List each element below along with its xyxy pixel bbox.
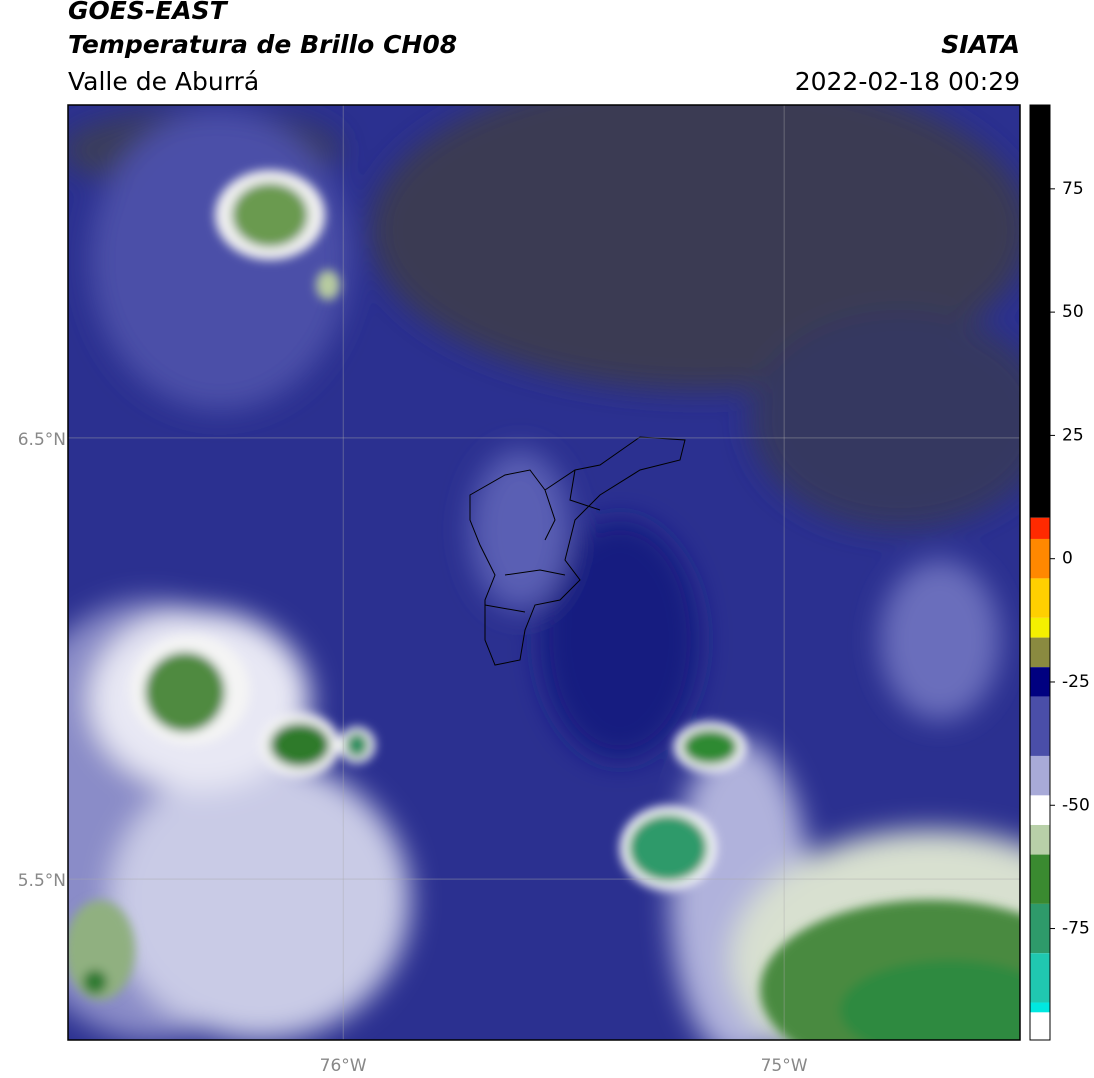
colorbar-band [1030, 755, 1050, 796]
colorbar-band [1030, 538, 1050, 579]
colorbar-tick-label: -25 [1062, 672, 1090, 692]
colorbar-band [1030, 824, 1050, 855]
colorbar-tick-label: 75 [1062, 179, 1084, 199]
colorbar-band [1030, 903, 1050, 954]
colorbar-band [1030, 1012, 1050, 1040]
colorbar-band [1030, 953, 1050, 1003]
colorbar-band [1030, 854, 1050, 904]
colorbar-band [1030, 637, 1050, 668]
colorbar-tick-label: 50 [1062, 302, 1084, 322]
lon-label: 75°W [761, 1056, 808, 1076]
colorbar-band [1030, 696, 1050, 756]
lon-label: 76°W [320, 1056, 367, 1076]
colorbar-tick-label: -50 [1062, 795, 1090, 815]
source: SIATA [941, 30, 1020, 59]
lat-label: 5.5°N [18, 871, 66, 891]
colorbar-tick-label: -75 [1062, 919, 1090, 939]
colorbar-frame [1029, 104, 1051, 1041]
valley-outline [469, 436, 686, 666]
region: Valle de Aburrá [68, 67, 259, 96]
subtitle: Temperatura de Brillo CH08 [68, 30, 457, 59]
colorbar-band [1030, 105, 1050, 518]
title: GOES-EAST [68, 0, 229, 25]
map-imagery [68, 105, 1020, 1040]
datetime: 2022-02-18 00:29 [795, 67, 1020, 96]
colorbar-tick-label: 0 [1062, 549, 1073, 569]
colorbar-band [1030, 795, 1050, 825]
colorbar-band [1030, 578, 1050, 618]
colorbar-band [1030, 517, 1050, 539]
lat-label: 6.5°N [18, 430, 66, 450]
colorbar-band [1030, 667, 1050, 697]
map-frame [67, 104, 1021, 1041]
colorbar-band [1030, 1002, 1050, 1013]
colorbar-band [1030, 617, 1050, 638]
colorbar-tick-label: 25 [1062, 425, 1084, 445]
